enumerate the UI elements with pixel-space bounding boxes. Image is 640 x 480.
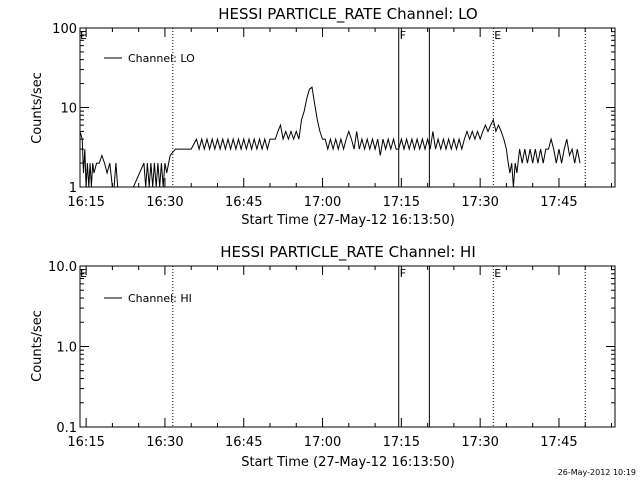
lo-marker-label: E — [494, 29, 501, 42]
lo-plot-marks: 16:15 16:30 16:45 17:00 17:15 17:30 17:45 1 10 10… — [52, 22, 615, 210]
hi-x-axis-label: Start Time (27-May-12 16:13:50) — [241, 455, 455, 470]
lo-marker-label: F — [400, 29, 406, 42]
footer-timestamp: 26-May-2012 10:19 — [558, 468, 636, 477]
lo-y-axis-label: Counts/sec — [30, 72, 45, 144]
lo-x-tick-label: 17:00 — [304, 195, 341, 210]
hi-y-tick-label: 0.1 — [56, 421, 77, 436]
hi-plot-frame — [79, 265, 616, 428]
lo-rate-series-line — [79, 86, 581, 188]
lo-x-tick-label: 16:45 — [225, 195, 262, 210]
hi-y-axis-label: Counts/sec — [30, 310, 45, 382]
hi-plot-marks: 16:15 16:30 16:45 17:00 17:15 17:30 17:45 0.1 1.… — [48, 260, 615, 450]
hi-y-tick-label: 10.0 — [48, 260, 77, 275]
hi-x-tick-label: 16:15 — [67, 435, 104, 450]
lo-chart-title: HESSI PARTICLE_RATE Channel: LO — [218, 5, 477, 24]
lo-x-tick-label: 17:30 — [461, 195, 498, 210]
lo-x-tick-label: 17:45 — [540, 195, 577, 210]
lo-legend-label: Channel: LO — [128, 52, 195, 65]
hi-channel-panel: HESSI PARTICLE_RATE Channel: HI 16:15 16:… — [30, 243, 616, 470]
hi-marker-label: E — [494, 267, 501, 280]
hi-legend-label: Channel: HI — [128, 292, 192, 305]
hi-x-tick-label: 16:30 — [146, 435, 183, 450]
lo-x-tick-label: 16:30 — [146, 195, 183, 210]
hi-marker-label: F — [400, 267, 406, 280]
hi-x-tick-label: 16:45 — [225, 435, 262, 450]
hi-y-tick-label: 1.0 — [56, 341, 77, 356]
lo-y-tick-label: 1 — [69, 181, 77, 196]
lo-channel-panel: HESSI PARTICLE_RATE Channel: LO 16:15 16:… — [30, 5, 616, 228]
hi-corner-label: E — [80, 267, 87, 280]
hi-x-tick-label: 17:00 — [304, 435, 341, 450]
lo-corner-label: E — [80, 29, 87, 42]
hi-x-tick-label: 17:45 — [540, 435, 577, 450]
lo-y-tick-label: 100 — [52, 22, 77, 37]
lo-x-tick-label: 16:15 — [67, 195, 104, 210]
lo-x-tick-label: 17:15 — [383, 195, 420, 210]
hi-chart-title: HESSI PARTICLE_RATE Channel: HI — [220, 243, 476, 262]
lo-y-tick-label: 10 — [60, 102, 77, 117]
hi-x-tick-label: 17:30 — [461, 435, 498, 450]
hi-x-tick-label: 17:15 — [383, 435, 420, 450]
lo-x-axis-label: Start Time (27-May-12 16:13:50) — [241, 213, 455, 228]
